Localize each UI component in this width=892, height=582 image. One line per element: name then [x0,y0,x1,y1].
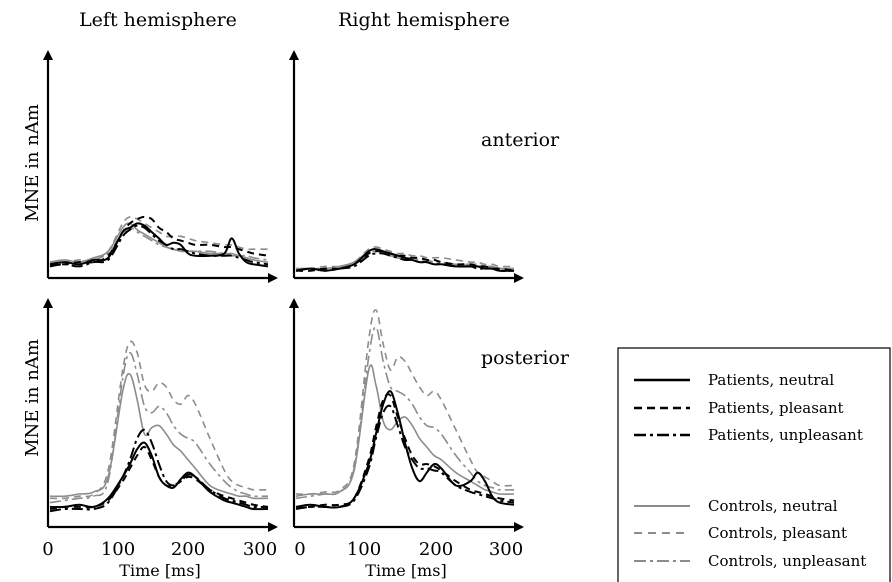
series-line-patients-unpleasant [49,428,269,513]
x-tick-label: 0 [42,539,53,560]
series-line-patients-neutral [295,390,515,509]
panel-left-anterior [43,50,278,283]
series-line-patients-neutral [49,222,269,268]
x-tick-label: 300 [243,539,277,560]
legend: Patients, neutral Patients, pleasant Pat… [617,347,891,582]
legend-box [617,347,891,582]
series-line-controls-pleasant [295,309,515,495]
panel-left-posterior [43,298,278,532]
series-line-controls-unpleasant [49,352,269,504]
x-tick-label: 0 [294,539,305,560]
series-line-patients-unpleasant [295,252,515,272]
y-axis-label-bottom: MNE in nAm [22,339,43,457]
legend-entry: Patients, pleasant [708,399,844,417]
series-line-controls-neutral [49,373,269,500]
legend-entry: Patients, unpleasant [708,426,863,444]
series-line-controls-unpleasant [49,226,269,266]
series-line-controls-pleasant [49,340,269,500]
row-label-anterior: anterior [481,129,560,151]
column-title-right: Right hemisphere [338,9,510,31]
x-tick-label: 100 [347,539,381,560]
series-line-patients-pleasant [49,445,269,510]
x-axis-label-right: Time [ms] [365,561,446,580]
panel-right-anterior [289,50,524,283]
y-axis-label-top: MNE in nAm [22,104,43,222]
x-tick-label: 300 [489,539,523,560]
series-line-patients-unpleasant [49,224,269,268]
legend-entry: Controls, neutral [708,497,838,515]
series-line-patients-pleasant [49,215,269,266]
panel-right-posterior [289,298,524,532]
legend-entry: Patients, neutral [708,371,834,389]
series-line-controls-unpleasant [295,326,515,500]
x-tick-label: 200 [419,539,453,560]
series-line-patients-pleasant [295,250,515,272]
legend-entry: Controls, unpleasant [708,552,866,570]
row-label-posterior: posterior [481,347,570,369]
column-title-left: Left hemisphere [79,9,237,31]
series-line-patients-unpleasant [295,404,515,510]
series-line-controls-pleasant [295,246,515,270]
series-line-patients-pleasant [295,393,515,509]
x-tick-label: 200 [171,539,205,560]
series-line-controls-pleasant [49,215,268,264]
legend-entry: Controls, pleasant [708,524,847,542]
x-tick-label: 100 [101,539,135,560]
x-axis-label-left: Time [ms] [119,561,200,580]
